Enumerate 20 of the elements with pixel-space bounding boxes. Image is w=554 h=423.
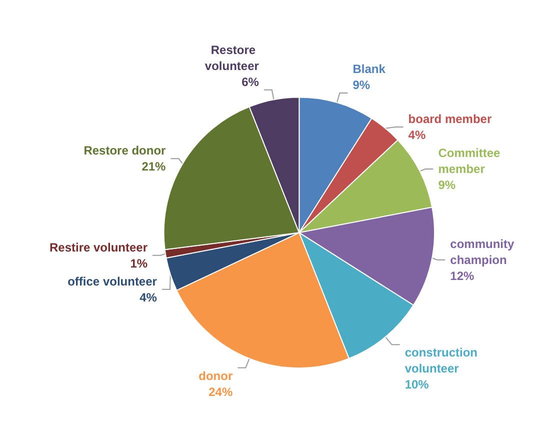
data-label: 4% [140,290,158,304]
slice-label: Blank [352,62,386,76]
data-label: 6% [242,74,260,89]
data-label: 1% [130,256,148,270]
slice-label: donor [198,368,233,383]
slice-label: Restore volunteer [204,42,260,73]
slice-label: office volunteer [68,274,158,288]
data-label: 4% [408,128,426,142]
slice-label: board member [408,112,492,126]
slice-label: Restore donor [84,144,166,158]
data-label: 9% [352,78,370,92]
slice-label: community champion [450,236,518,267]
data-label: 12% [450,268,474,283]
data-label: 21% [142,160,166,174]
slice-label: Restire volunteer [49,240,148,254]
data-label: 24% [208,384,233,399]
data-label: 10% [404,378,430,392]
slice-label: construction volunteer [404,346,481,376]
data-label: 9% [438,178,456,192]
slice-label: Committee member [438,146,504,176]
